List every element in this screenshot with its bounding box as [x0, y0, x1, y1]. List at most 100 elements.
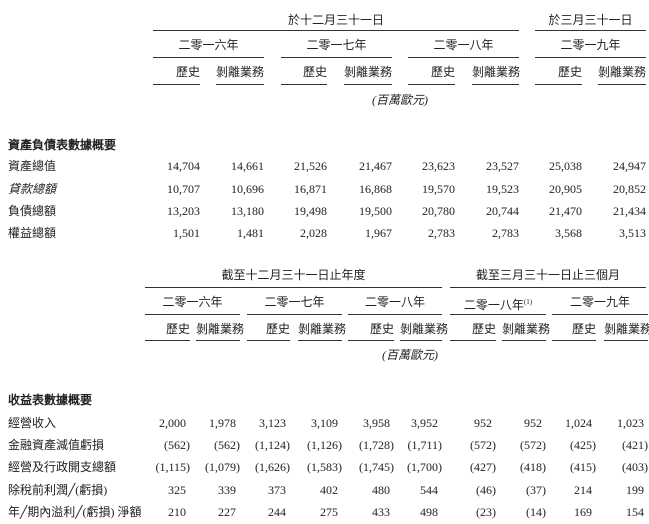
- header-rule: [535, 57, 646, 58]
- table-cell: 3,123: [259, 416, 286, 430]
- year-header: 二零一八年: [364, 295, 425, 309]
- table-cell: 20,780: [422, 204, 455, 218]
- table-cell: 2,028: [300, 226, 327, 240]
- table-cell: (425): [570, 438, 596, 452]
- table-cell: 1,024: [565, 416, 592, 430]
- table-cell: 2,000: [159, 416, 186, 430]
- header-rule: [408, 57, 519, 58]
- column-header: 剝離業務: [344, 65, 393, 79]
- header-rule: [472, 84, 519, 85]
- header-rule: [535, 84, 582, 85]
- table-cell: 16,868: [359, 182, 392, 196]
- table-cell: (403): [622, 460, 648, 474]
- year-header: 二零一七年: [306, 38, 367, 52]
- row-label: 負債總額: [8, 204, 57, 218]
- table-cell: 20,905: [549, 182, 582, 196]
- column-header: 歷史: [265, 322, 290, 336]
- unit-label: (百萬歐元): [372, 93, 428, 107]
- header-rule: [247, 340, 290, 341]
- column-header: 歷史: [369, 322, 394, 336]
- header-rule: [216, 84, 264, 85]
- table-cell: 20,744: [486, 204, 519, 218]
- table-cell: 19,523: [486, 182, 519, 196]
- column-header: 歷史: [471, 322, 496, 336]
- table-cell: 214: [574, 483, 592, 497]
- table-cell: (1,700): [407, 460, 442, 474]
- table-cell: 199: [626, 483, 644, 497]
- column-header: 剝離業務: [604, 322, 649, 336]
- header-rule: [348, 340, 394, 341]
- column-header: 歷史: [571, 322, 596, 336]
- year-header: 二零一七年: [264, 295, 325, 309]
- table-cell: 16,871: [294, 182, 327, 196]
- row-label: 資產總值: [8, 159, 57, 173]
- table-cell: (14): [526, 505, 546, 519]
- table-cell: (427): [470, 460, 496, 474]
- table-cell: 24,947: [613, 159, 646, 173]
- table-cell: 169: [574, 505, 592, 519]
- table-cell: 952: [474, 416, 492, 430]
- table-cell: (1,728): [359, 438, 394, 452]
- header-rule: [281, 84, 327, 85]
- table-cell: 325: [168, 483, 186, 497]
- year-header: 二零一八年: [433, 38, 494, 52]
- header-rule: [450, 287, 646, 288]
- table-cell: 227: [218, 505, 236, 519]
- table-cell: (46): [476, 483, 496, 497]
- column-header: 剝離業務: [298, 322, 347, 336]
- table-cell: 21,470: [549, 204, 582, 218]
- table-cell: (1,124): [255, 438, 290, 452]
- period-header: 於三月三十一日: [548, 13, 633, 27]
- table-cell: 544: [420, 483, 438, 497]
- year-header: 二零一九年: [560, 38, 621, 52]
- table-cell: 10,696: [231, 182, 264, 196]
- header-rule: [535, 30, 646, 31]
- table-cell: 1,023: [617, 416, 644, 430]
- column-header: 剝離業務: [216, 65, 265, 79]
- table-cell: 952: [524, 416, 542, 430]
- table-cell: 1,978: [209, 416, 236, 430]
- table-cell: (1,583): [307, 460, 342, 474]
- table-cell: (1,126): [307, 438, 342, 452]
- table-cell: 1,967: [365, 226, 392, 240]
- table-cell: (562): [214, 438, 240, 452]
- table-cell: (37): [526, 483, 546, 497]
- header-rule: [153, 84, 200, 85]
- year-header: 二零一六年: [162, 295, 223, 309]
- row-label: 除稅前利潤╱(虧損): [8, 483, 108, 497]
- table-cell: 2,783: [492, 226, 519, 240]
- header-rule: [298, 340, 342, 341]
- table-cell: 275: [320, 505, 338, 519]
- header-rule: [450, 340, 496, 341]
- header-rule: [400, 340, 442, 341]
- table-cell: 3,513: [619, 226, 646, 240]
- year-header: 二零一九年: [569, 295, 630, 309]
- header-rule: [408, 84, 455, 85]
- header-rule: [552, 340, 596, 341]
- header-rule: [145, 314, 240, 315]
- unit-label: (百萬歐元): [382, 348, 438, 362]
- table-cell: 23,623: [422, 159, 455, 173]
- table-cell: 1,501: [173, 226, 200, 240]
- table-cell: 498: [420, 505, 438, 519]
- section-title: 收益表數據概要: [8, 393, 93, 407]
- column-header: 歷史: [430, 65, 455, 79]
- header-rule: [196, 340, 240, 341]
- header-rule: [281, 57, 392, 58]
- table-cell: (1,079): [205, 460, 240, 474]
- table-cell: 14,704: [167, 159, 200, 173]
- table-cell: 339: [218, 483, 236, 497]
- column-header: 歷史: [165, 322, 190, 336]
- table-cell: 480: [372, 483, 390, 497]
- header-rule: [502, 340, 546, 341]
- row-label: 經營及行政開支總額: [8, 460, 117, 474]
- table-cell: (23): [476, 505, 496, 519]
- table-cell: (1,626): [255, 460, 290, 474]
- column-header: 歷史: [557, 65, 582, 79]
- column-header: 剝離業務: [196, 322, 245, 336]
- table-cell: (572): [470, 438, 496, 452]
- header-rule: [348, 314, 442, 315]
- table-cell: 402: [320, 483, 338, 497]
- table-cell: (1,115): [155, 460, 190, 474]
- table-cell: (562): [164, 438, 190, 452]
